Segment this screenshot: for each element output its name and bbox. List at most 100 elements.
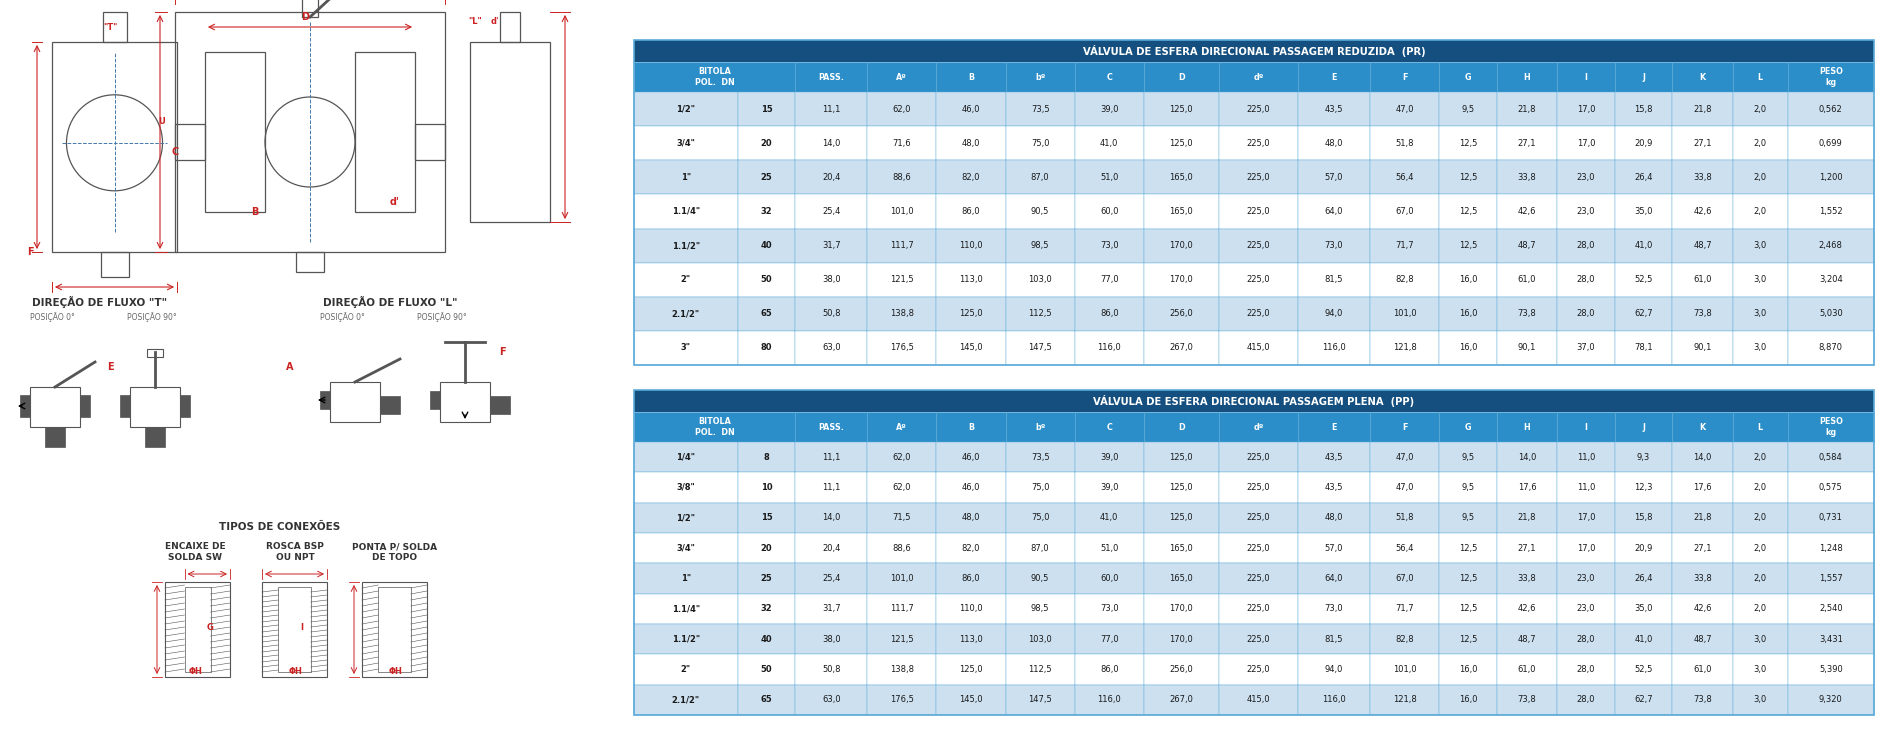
Bar bbox=[634, 502, 738, 533]
Text: 3/4": 3/4" bbox=[676, 139, 694, 148]
Bar bbox=[130, 387, 179, 427]
Bar bbox=[1144, 263, 1219, 297]
Bar bbox=[1219, 473, 1298, 502]
Text: 15,8: 15,8 bbox=[1634, 513, 1653, 522]
Text: 14,0: 14,0 bbox=[1517, 453, 1536, 462]
Bar bbox=[145, 427, 164, 447]
Bar bbox=[1787, 194, 1874, 229]
Bar bbox=[1732, 263, 1787, 297]
Text: 31,7: 31,7 bbox=[823, 241, 840, 250]
Text: 2,0: 2,0 bbox=[1753, 483, 1766, 492]
Bar bbox=[1672, 92, 1732, 126]
Bar bbox=[1219, 62, 1298, 92]
Bar bbox=[1006, 62, 1076, 92]
Text: 5,030: 5,030 bbox=[1819, 309, 1844, 318]
Text: B: B bbox=[251, 207, 259, 217]
Bar bbox=[1732, 229, 1787, 263]
Bar bbox=[868, 412, 936, 442]
Bar bbox=[1440, 194, 1496, 229]
Text: 26,4: 26,4 bbox=[1634, 173, 1653, 182]
Bar bbox=[1144, 92, 1219, 126]
Bar bbox=[1787, 442, 1874, 473]
Text: 2": 2" bbox=[681, 275, 691, 284]
Bar bbox=[1076, 412, 1144, 442]
Bar bbox=[1672, 297, 1732, 331]
Text: 103,0: 103,0 bbox=[1028, 275, 1053, 284]
Bar bbox=[1076, 594, 1144, 624]
Bar bbox=[634, 297, 738, 331]
Bar bbox=[1076, 654, 1144, 685]
Text: 60,0: 60,0 bbox=[1100, 207, 1119, 216]
Text: 73,8: 73,8 bbox=[1517, 695, 1536, 704]
Text: 9,5: 9,5 bbox=[1461, 483, 1474, 492]
Bar bbox=[1370, 685, 1440, 715]
Bar bbox=[1672, 502, 1732, 533]
Text: 9,5: 9,5 bbox=[1461, 513, 1474, 522]
Text: 90,5: 90,5 bbox=[1030, 574, 1049, 583]
Text: 46,0: 46,0 bbox=[962, 483, 979, 492]
Bar bbox=[1615, 594, 1672, 624]
Bar bbox=[738, 263, 794, 297]
Text: G: G bbox=[1464, 422, 1472, 432]
Bar bbox=[868, 563, 936, 594]
Bar bbox=[738, 533, 794, 563]
Text: bº: bº bbox=[1034, 73, 1045, 82]
Text: L: L bbox=[1757, 73, 1762, 82]
Bar bbox=[738, 502, 794, 533]
Text: 43,5: 43,5 bbox=[1325, 105, 1344, 114]
Bar bbox=[1557, 594, 1615, 624]
Bar bbox=[1557, 92, 1615, 126]
Text: 77,0: 77,0 bbox=[1100, 634, 1119, 643]
Text: E: E bbox=[1330, 73, 1336, 82]
Text: 48,7: 48,7 bbox=[1517, 241, 1536, 250]
Text: 256,0: 256,0 bbox=[1170, 665, 1193, 674]
Bar bbox=[1006, 92, 1076, 126]
Text: 2,0: 2,0 bbox=[1753, 139, 1766, 148]
Bar bbox=[738, 442, 794, 473]
Bar bbox=[936, 62, 1006, 92]
Text: 25,4: 25,4 bbox=[823, 574, 840, 583]
Bar bbox=[1496, 62, 1557, 92]
Text: 125,0: 125,0 bbox=[1170, 513, 1193, 522]
Text: 170,0: 170,0 bbox=[1170, 604, 1193, 614]
Text: D: D bbox=[1177, 422, 1185, 432]
Text: DIREÇÃO DE FLUXO "T": DIREÇÃO DE FLUXO "T" bbox=[32, 296, 168, 308]
Text: 12,3: 12,3 bbox=[1634, 483, 1653, 492]
Bar bbox=[262, 582, 326, 677]
Text: 52,5: 52,5 bbox=[1634, 665, 1653, 674]
Text: 225,0: 225,0 bbox=[1247, 207, 1270, 216]
Bar bbox=[1732, 412, 1787, 442]
Bar bbox=[936, 594, 1006, 624]
Bar bbox=[634, 390, 1874, 715]
Text: 81,5: 81,5 bbox=[1325, 275, 1344, 284]
Bar bbox=[1440, 533, 1496, 563]
Bar bbox=[1219, 685, 1298, 715]
Text: I: I bbox=[1585, 422, 1587, 432]
Bar bbox=[1672, 685, 1732, 715]
Bar bbox=[1076, 297, 1144, 331]
Bar bbox=[936, 533, 1006, 563]
Bar bbox=[868, 92, 936, 126]
Text: 165,0: 165,0 bbox=[1170, 574, 1193, 583]
Bar bbox=[1298, 331, 1370, 365]
Bar bbox=[1219, 412, 1298, 442]
Text: 1/4": 1/4" bbox=[676, 453, 694, 462]
Text: 26,4: 26,4 bbox=[1634, 574, 1653, 583]
Text: 225,0: 225,0 bbox=[1247, 483, 1270, 492]
Text: 41,0: 41,0 bbox=[1100, 139, 1119, 148]
Bar bbox=[1298, 594, 1370, 624]
Bar bbox=[868, 533, 936, 563]
Text: VÁLVULA DE ESFERA DIRECIONAL PASSAGEM REDUZIDA  (PR): VÁLVULA DE ESFERA DIRECIONAL PASSAGEM RE… bbox=[1083, 45, 1425, 57]
Text: bº: bº bbox=[1034, 422, 1045, 432]
Text: "L": "L" bbox=[468, 18, 481, 27]
Bar bbox=[1006, 533, 1076, 563]
Text: 27,1: 27,1 bbox=[1517, 139, 1536, 148]
Bar bbox=[21, 395, 91, 417]
Bar bbox=[634, 229, 738, 263]
Text: 86,0: 86,0 bbox=[962, 574, 981, 583]
Text: 8,870: 8,870 bbox=[1819, 344, 1844, 352]
Bar bbox=[868, 62, 936, 92]
Bar bbox=[794, 263, 868, 297]
Bar bbox=[1615, 229, 1672, 263]
Text: 16,0: 16,0 bbox=[1459, 275, 1478, 284]
